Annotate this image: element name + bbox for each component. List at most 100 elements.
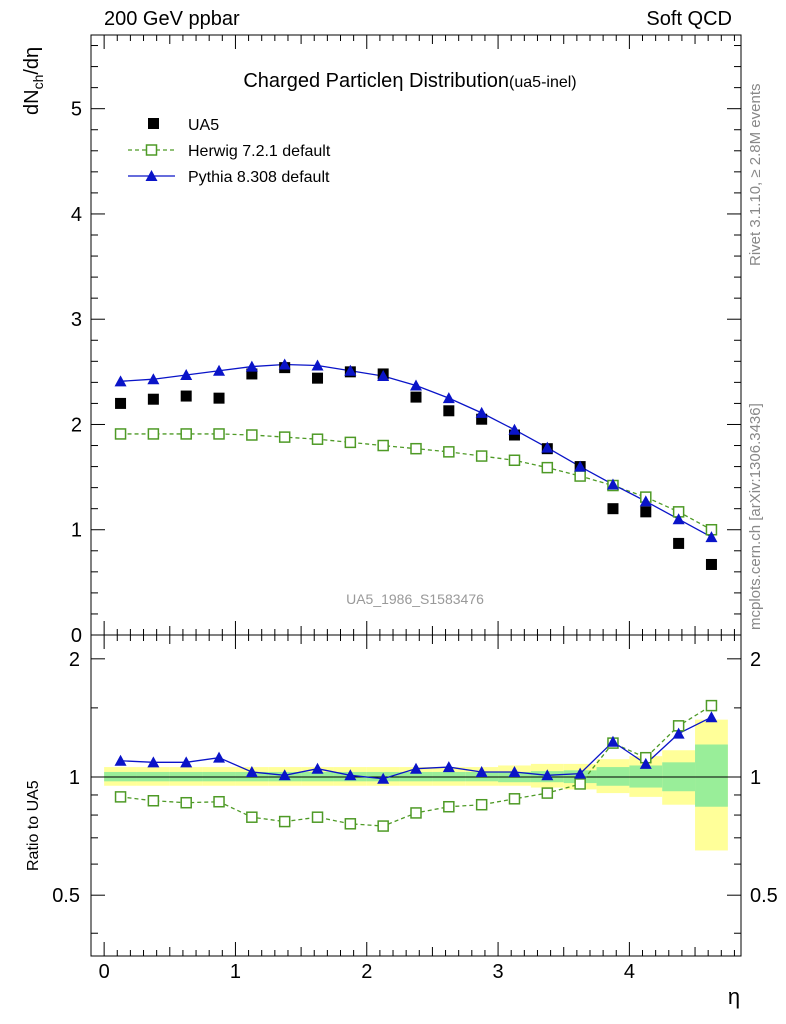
y-tick-label: 5 bbox=[71, 99, 82, 121]
ratio-pythia-point bbox=[245, 765, 258, 777]
pythia-point bbox=[114, 375, 127, 387]
pythia-point bbox=[672, 513, 685, 525]
pythia-point bbox=[410, 379, 422, 391]
ratio-pythia-point bbox=[344, 769, 357, 781]
legend-label-pythia: Pythia 8.308 default bbox=[188, 169, 330, 186]
ratio-pythia-point bbox=[606, 735, 619, 747]
herwig-point bbox=[410, 442, 422, 455]
ratio-y-tick-label-right: 1 bbox=[750, 767, 761, 789]
herwig-point bbox=[377, 439, 389, 452]
ratio-pythia-point bbox=[114, 754, 127, 766]
herwig-point bbox=[311, 433, 324, 445]
pythia-point bbox=[541, 441, 554, 453]
ua5-point bbox=[180, 390, 192, 402]
pythia-point bbox=[639, 495, 652, 507]
ratio-pythia-point bbox=[213, 751, 226, 763]
ratio-band-green bbox=[596, 767, 630, 786]
ratio-herwig-point bbox=[705, 699, 718, 712]
ratio-pythia-point bbox=[705, 711, 718, 723]
legend-marker-herwig bbox=[145, 144, 158, 156]
pythia-point bbox=[245, 360, 258, 372]
y-tick-label: 0 bbox=[71, 625, 82, 647]
ua5-point bbox=[147, 393, 159, 405]
pythia-point bbox=[213, 364, 226, 376]
herwig-point bbox=[147, 428, 160, 440]
herwig-point bbox=[246, 429, 258, 441]
ua5-point bbox=[213, 392, 225, 404]
main-plot: 0 1 2 3 4 5 bbox=[71, 34, 742, 647]
pythia-point bbox=[574, 460, 587, 472]
title-rest: Distribution bbox=[403, 70, 509, 92]
ratio-herwig-point bbox=[147, 795, 160, 807]
ratio-herwig-point bbox=[311, 811, 324, 823]
ratio-pythia-point bbox=[639, 757, 652, 769]
herwig-point bbox=[278, 431, 291, 443]
ratio-herwig-point bbox=[213, 795, 225, 808]
herwig-point bbox=[508, 454, 521, 467]
ratio-pythia-point bbox=[311, 762, 324, 774]
ratio-y-axis-label: Ratio to UA5 bbox=[25, 780, 42, 871]
ylabel-main: dN bbox=[21, 89, 43, 115]
ratio-plot: 0 1 2 3 4 0.5 0.5 1 1 2 2 bbox=[52, 634, 778, 983]
header-left: 200 GeV ppbar bbox=[104, 8, 240, 30]
ylabel-tail: /dη bbox=[21, 47, 43, 75]
x-tick-label: 0 bbox=[99, 961, 110, 983]
ratio-herwig-point bbox=[410, 807, 422, 819]
pythia-point bbox=[278, 358, 291, 370]
pythia-point bbox=[705, 531, 718, 543]
ratio-herwig-point bbox=[541, 787, 554, 799]
ratio-pythia-point bbox=[541, 769, 554, 781]
ua5-point bbox=[410, 391, 422, 403]
herwig-point bbox=[344, 436, 357, 449]
ratio-herwig-point bbox=[278, 815, 291, 828]
ylabel-sub: ch bbox=[30, 75, 46, 90]
ratio-pythia-point bbox=[377, 772, 390, 784]
herwig-point bbox=[443, 446, 455, 458]
ratio-y-tick-label: 1 bbox=[69, 767, 80, 789]
pythia-point bbox=[606, 478, 619, 490]
legend-marker-ua5 bbox=[148, 118, 159, 129]
ua5-point bbox=[607, 503, 619, 515]
pythia-point bbox=[377, 370, 390, 382]
legend-label-herwig: Herwig 7.2.1 default bbox=[188, 143, 331, 160]
ua5-point bbox=[673, 537, 685, 549]
ua5-point bbox=[246, 368, 258, 380]
herwig-point bbox=[180, 428, 192, 440]
x-tick-label: 2 bbox=[361, 961, 372, 983]
title-main: Charged Particle bbox=[243, 70, 392, 92]
ratio-y-tick-label: 2 bbox=[69, 649, 80, 671]
pythia-point bbox=[475, 406, 488, 418]
y-tick-label: 3 bbox=[71, 309, 82, 331]
title-eta: η bbox=[392, 70, 403, 92]
ua5-point bbox=[508, 429, 520, 441]
ratio-pythia-point bbox=[410, 762, 422, 774]
ua5-point bbox=[640, 506, 652, 518]
y-tick-label: 2 bbox=[71, 414, 82, 436]
ratio-herwig-point bbox=[344, 818, 357, 830]
pythia-point bbox=[311, 359, 324, 371]
ratio-herwig-point bbox=[246, 811, 258, 823]
ratio-band-green bbox=[695, 744, 728, 807]
y-axis-label: dNch/dη bbox=[21, 47, 46, 115]
ratio-y-tick-label-right: 0.5 bbox=[750, 885, 778, 907]
ratio-frame bbox=[90, 634, 742, 957]
ratio-pythia-point bbox=[475, 765, 488, 777]
herwig-point bbox=[574, 470, 586, 482]
ua5-point bbox=[476, 413, 488, 425]
pythia-point bbox=[147, 373, 160, 385]
ratio-herwig-point bbox=[114, 791, 127, 803]
y-tick-label: 4 bbox=[71, 204, 82, 226]
x-tick-label: 4 bbox=[624, 961, 635, 983]
pythia-point bbox=[442, 392, 455, 404]
ratio-y-tick-label-right: 2 bbox=[750, 649, 761, 671]
ratio-herwig-point bbox=[475, 798, 488, 811]
ratio-pythia-point bbox=[508, 765, 521, 777]
herwig-point bbox=[475, 450, 488, 462]
ratio-pythia-point bbox=[672, 727, 685, 739]
pythia-point bbox=[344, 364, 357, 376]
ratio-herwig-point bbox=[574, 778, 586, 790]
herwig-point bbox=[114, 428, 127, 440]
ratio-pythia-point bbox=[574, 767, 587, 779]
pythia-point bbox=[508, 423, 521, 435]
